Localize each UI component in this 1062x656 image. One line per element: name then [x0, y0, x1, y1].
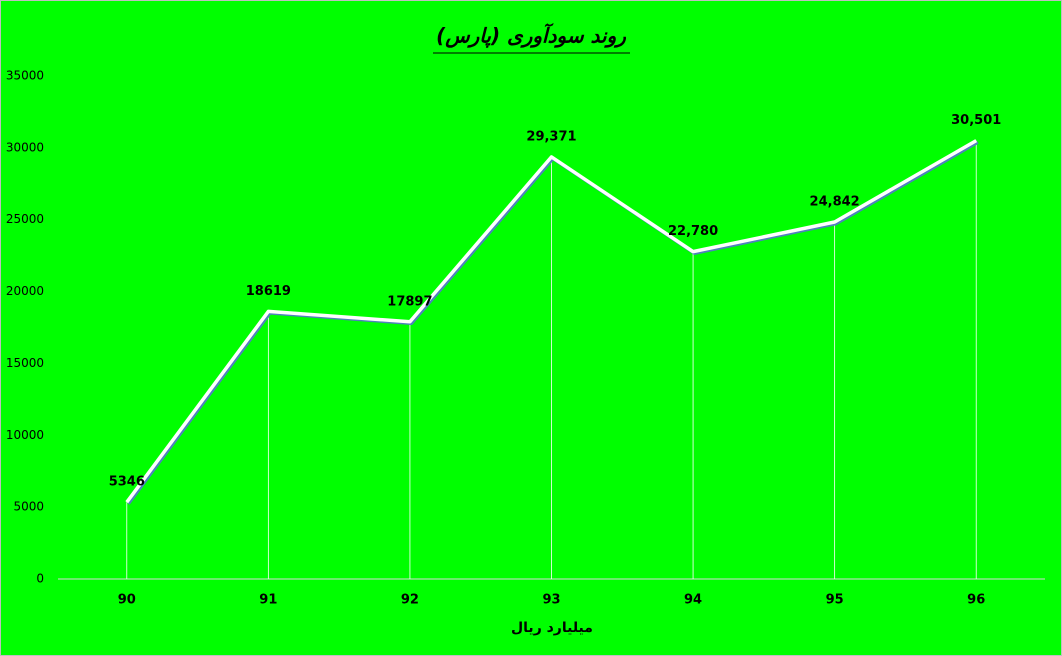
y-tick-label: 25000	[6, 212, 44, 226]
data-label: 24,842	[810, 194, 860, 209]
data-label: 17897	[387, 294, 432, 309]
x-tick-label: 90	[118, 593, 136, 608]
data-label: 22,780	[668, 224, 718, 239]
line	[125, 139, 978, 504]
chart-title: روند سودآوری (پارس)	[436, 23, 626, 49]
x-tick-label: 93	[542, 593, 560, 608]
data-label: 18619	[246, 284, 291, 299]
y-tick-label: 5000	[13, 500, 44, 514]
data-label: 30,501	[951, 113, 1001, 128]
y-tick-label: 15000	[6, 356, 44, 370]
y-tick-label: 10000	[6, 428, 44, 442]
x-axis-label: میلیارد ریال	[511, 620, 593, 636]
y-tick-label: 0	[36, 572, 44, 586]
x-tick-label: 95	[826, 593, 844, 608]
y-tick-label: 35000	[6, 69, 44, 83]
x-tick-label: 94	[684, 593, 702, 608]
x-tick-label: 92	[401, 593, 419, 608]
y-tick-label: 30000	[6, 140, 44, 154]
data-label: 29,371	[526, 129, 576, 144]
x-tick-label: 96	[967, 593, 985, 608]
data-label: 5346	[109, 475, 145, 490]
x-tick-label: 91	[259, 593, 277, 608]
y-tick-label: 20000	[6, 284, 44, 298]
